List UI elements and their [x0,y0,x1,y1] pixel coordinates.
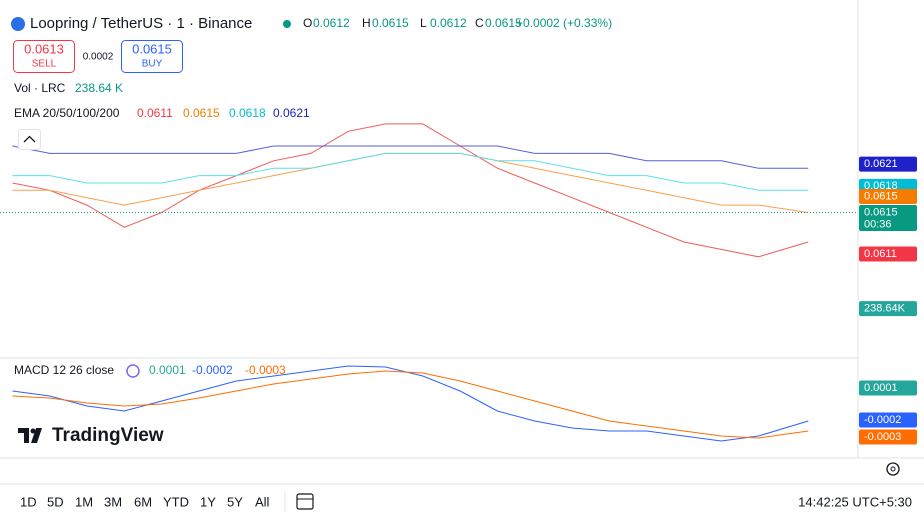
range-button[interactable]: 5Y [227,494,243,509]
price-tag-extra: 00:36 [864,218,892,230]
ema-tag: 0.0615 [864,190,898,202]
gear-icon [886,462,900,476]
ema-values: 0.0611 0.0615 0.0618 0.0621 [137,106,310,120]
symbol: Loopring / TetherUS · 1 · Binance [30,15,252,32]
vol-value: 238.64 K [75,81,123,95]
ohlc-legend: O 0.0612 H 0.0615 L 0.0612 C 0.0615 [303,16,522,30]
range-button[interactable]: 1Y [200,494,216,509]
axes: 0.06180.06210.06150.061500:360.0611238.6… [859,156,917,445]
logo-icon [18,428,42,443]
signal-value: -0.0003 [245,363,286,377]
collapse-button[interactable] [18,129,41,150]
macd-pane [12,365,809,442]
ohlc-key: L [420,16,427,30]
refresh-icon [126,364,140,378]
range-button[interactable]: All [255,494,270,509]
range-button[interactable]: 1D [20,494,37,509]
signal-line [12,370,809,439]
ema-tag: 0.0621 [864,158,898,170]
status-dot [283,20,291,28]
ema-line [12,152,809,191]
range-button[interactable]: YTD [163,494,189,509]
volume-tag: 238.64K [864,303,906,315]
gear-center [890,466,896,472]
logo: TradingView [18,425,164,446]
ohlc-value: 0.0612 [430,16,467,30]
trade-buttons: 0.0613 SELL 0.0002 0.0615 BUY [13,40,183,73]
logo-dot [30,428,36,434]
indicator-legends: Vol · LRC 238.64 K EMA 20/50/100/200 0.0… [14,81,310,378]
change: +0.0002 (+0.33%) [516,16,612,30]
ema-line [12,145,809,169]
range-button[interactable]: 6M [134,494,152,509]
buy-button[interactable] [121,40,183,73]
macd-tag: -0.0002 [864,414,901,426]
ema-value: 0.0621 [273,106,310,120]
ohlc-key: O [303,16,312,30]
macd-settings-icon[interactable] [126,364,140,378]
clock: 14:42:25 UTC+5:30 [798,494,912,509]
header: Loopring / TetherUS · 1 · Binance O 0.061… [11,15,612,32]
ema-value: 0.0615 [183,106,220,120]
buy-price: 0.0615 [132,41,172,56]
range-button[interactable]: 1M [75,494,93,509]
sell-label: SELL [32,59,57,70]
ohlc-value: 0.0612 [313,16,350,30]
ema-tag: 0.0611 [864,248,897,260]
collapse-icon [23,135,36,143]
settings[interactable] [886,462,900,476]
signal-tag-bg [859,429,917,445]
range-button[interactable]: 5D [47,494,64,509]
signal-tag: -0.0003 [864,431,901,443]
ohlc-value: 0.0615 [372,16,409,30]
price-tag-bg [859,204,917,231]
macd-value: -0.0002 [192,363,233,377]
macd-hist-value: 0.0001 [149,363,186,377]
macd-values: 0.0001 -0.0002 -0.0003 [149,363,286,377]
spread: 0.0002 [83,52,114,63]
ema-value: 0.0611 [137,106,173,120]
symbol-icon [11,17,25,31]
sell-price: 0.0613 [24,41,64,56]
macd-hist-tag: 0.0001 [864,382,898,394]
ema-label: EMA 20/50/100/200 [14,106,120,120]
ohlc-value: 0.0615 [485,16,522,30]
sell-button[interactable] [13,40,75,73]
range-button[interactable]: 3M [104,494,122,509]
date-range-button[interactable] [296,493,314,510]
ema-tag-bg [859,156,917,172]
ema-tag-bg [859,188,917,204]
macd-hist-tag-bg [859,380,917,396]
ema-line [12,123,809,258]
ema-lines [0,123,858,258]
logo-text: TradingView [52,425,164,446]
toolbar: 14:42:25 UTC+5:30 1D 5D 1M 3M 6M YTD 1Y 5Y All [20,492,912,512]
price-tag: 0.0615 [864,206,898,218]
buy-label: BUY [142,59,163,70]
ohlc-key: H [362,16,371,30]
ema-tag-bg [859,246,917,262]
ema-value: 0.0618 [229,106,266,120]
vol-label: Vol · LRC [14,81,66,95]
calendar-icon [296,493,314,510]
macd-label: MACD 12 26 close [14,363,114,377]
ohlc-key: C [475,16,484,30]
volume-tag-bg [859,301,917,317]
macd-tag-bg [859,412,917,428]
